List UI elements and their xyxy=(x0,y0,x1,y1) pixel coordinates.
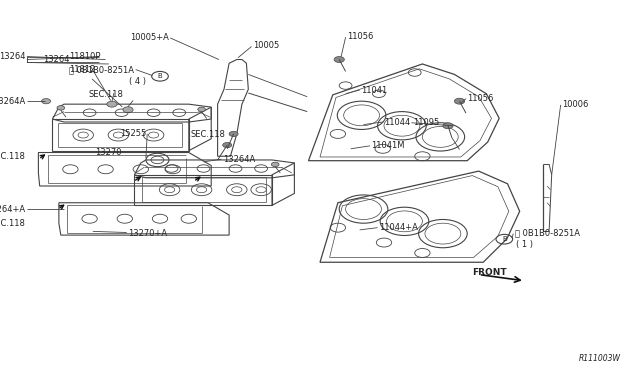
Text: 13264A: 13264A xyxy=(0,97,26,106)
Text: 13264+A: 13264+A xyxy=(0,205,26,214)
Text: 11044: 11044 xyxy=(384,118,410,126)
Text: 10005: 10005 xyxy=(253,41,279,50)
Circle shape xyxy=(334,57,344,62)
Circle shape xyxy=(443,123,453,129)
Text: SEC.118: SEC.118 xyxy=(0,153,26,161)
Circle shape xyxy=(229,131,238,137)
Text: 13270: 13270 xyxy=(95,148,121,157)
Circle shape xyxy=(271,162,279,167)
Text: ( 4 ): ( 4 ) xyxy=(129,77,146,86)
Text: SEC.118: SEC.118 xyxy=(0,219,26,228)
Text: R111003W: R111003W xyxy=(579,355,621,363)
Text: 11056: 11056 xyxy=(467,94,493,103)
Text: 11041M: 11041M xyxy=(371,141,404,150)
Circle shape xyxy=(454,98,465,104)
Text: 13264: 13264 xyxy=(43,55,69,64)
Text: 10006: 10006 xyxy=(562,100,588,109)
Text: B: B xyxy=(157,73,163,79)
Text: 15255: 15255 xyxy=(120,129,146,138)
Circle shape xyxy=(57,106,65,110)
Text: B: B xyxy=(502,236,507,242)
Circle shape xyxy=(198,107,205,112)
Text: Ⓑ 0B1B0-8251A: Ⓑ 0B1B0-8251A xyxy=(69,65,134,74)
Circle shape xyxy=(123,107,133,113)
Text: 11041: 11041 xyxy=(361,86,387,94)
Text: 13264: 13264 xyxy=(0,52,26,61)
Text: 11812: 11812 xyxy=(69,65,122,107)
Text: 13270+A: 13270+A xyxy=(128,229,167,238)
Text: 11095: 11095 xyxy=(413,118,439,127)
Text: 11044+A: 11044+A xyxy=(379,223,418,232)
Text: Ⓑ 0B1B0-8251A: Ⓑ 0B1B0-8251A xyxy=(515,228,580,237)
Text: ( 1 ): ( 1 ) xyxy=(516,240,533,249)
Circle shape xyxy=(223,142,232,148)
Text: 13264A: 13264A xyxy=(223,155,255,164)
Text: 10005+A: 10005+A xyxy=(130,33,169,42)
Text: 11056: 11056 xyxy=(347,32,373,41)
Text: FRONT: FRONT xyxy=(472,268,507,277)
Circle shape xyxy=(42,99,51,104)
Text: 11810P: 11810P xyxy=(69,52,111,100)
Text: SEC.118: SEC.118 xyxy=(89,90,124,99)
Text: SEC.118: SEC.118 xyxy=(191,130,225,139)
Circle shape xyxy=(107,101,117,107)
